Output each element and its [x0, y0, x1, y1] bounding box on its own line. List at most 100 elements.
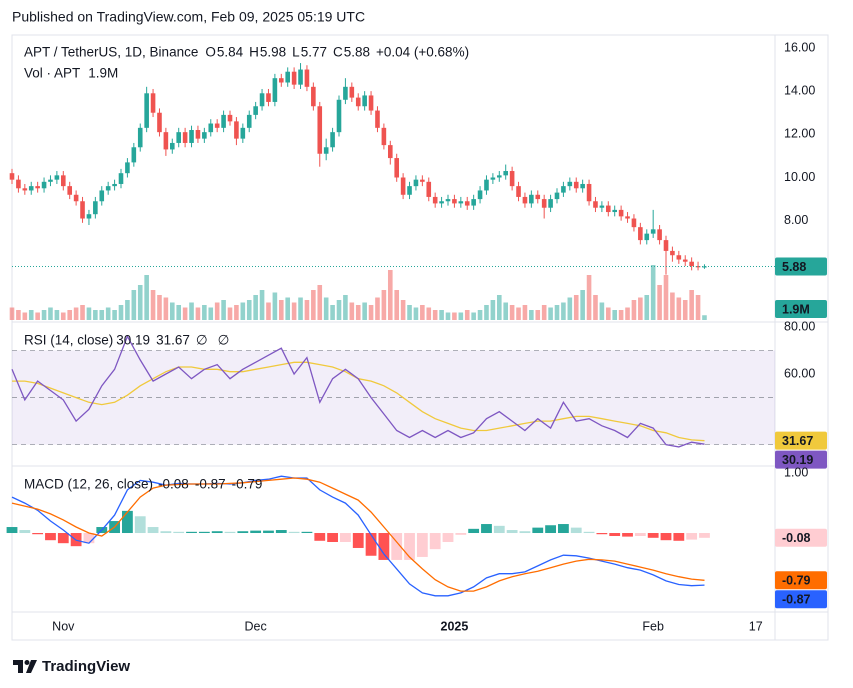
x-tick-label: Feb [642, 619, 664, 633]
volume-bar [240, 302, 246, 320]
candle-body [439, 201, 444, 204]
volume-bar [291, 302, 297, 320]
macd-histogram-bar [647, 533, 659, 538]
volume-bar [682, 300, 688, 320]
candle-body [22, 188, 28, 191]
symbol-title: APT / TetherUS, 1D, Binance [24, 45, 198, 60]
volume-bar [246, 300, 252, 320]
macd-histogram-bar [224, 531, 236, 534]
candle-body [253, 106, 258, 115]
volume-bar [137, 285, 143, 320]
macd-histogram-bar [519, 531, 531, 534]
macd-histogram-bar [442, 533, 454, 542]
volume-bar [586, 275, 592, 320]
candle-body [266, 93, 271, 102]
volume-bar [375, 297, 380, 320]
candle-body [118, 173, 124, 184]
candle-body [599, 205, 605, 208]
volume-bar [426, 307, 432, 320]
volume-bar [125, 300, 130, 320]
candle-body [54, 175, 60, 180]
candle-body [125, 162, 130, 174]
rsi-extra: ∅ [218, 333, 230, 348]
rsi-tag: 30.19 [782, 453, 813, 467]
volume-bar [298, 297, 303, 320]
candle-body [426, 181, 432, 197]
volume-tag-bg [775, 300, 827, 318]
macd-histogram-bar [57, 533, 69, 544]
volume-bar [554, 305, 560, 320]
last-price-tag: 5.88 [782, 260, 806, 274]
volume-bar [349, 302, 355, 320]
candle-body [41, 181, 47, 189]
macd-tag-bg [775, 590, 827, 609]
candle-body [394, 158, 400, 178]
volume-bar [35, 312, 40, 320]
candle-body [445, 199, 451, 202]
volume-bar [496, 295, 502, 320]
volume-bar [28, 310, 34, 320]
candle-body [137, 127, 143, 148]
volume-bar [253, 295, 258, 320]
macd-hist-tag-bg [775, 528, 827, 547]
candle-body [490, 177, 496, 180]
volume-bar [16, 310, 21, 320]
candle-body [644, 233, 650, 241]
candle-body [484, 179, 489, 191]
volume-bar [695, 295, 701, 320]
candle-body [638, 227, 643, 241]
volume-bar [67, 310, 73, 320]
candle-body [407, 186, 412, 195]
volume-bar [561, 302, 566, 320]
candle-body [605, 205, 611, 213]
candle-body [112, 183, 117, 187]
ohlc-value: 5.88 [344, 45, 370, 60]
candle-body [657, 229, 662, 241]
volume-bars [9, 265, 707, 320]
macd-histogram-bar [699, 533, 710, 538]
candle-body [689, 261, 694, 267]
chart-frame [11, 34, 829, 641]
macd-tag: -0.79 [782, 574, 811, 588]
volume-bar [452, 312, 457, 320]
volume-bar [541, 305, 547, 320]
x-tick-label: Dec [245, 619, 267, 633]
candle-body [240, 127, 246, 139]
macd-histogram-bar [481, 524, 492, 534]
candle-body [580, 183, 585, 189]
macd-histogram-bar [660, 533, 672, 541]
volume-bar [157, 295, 162, 320]
candle-body [593, 201, 598, 208]
candle-body [509, 171, 515, 187]
volume-bar [105, 307, 111, 320]
macd-histogram-bar [250, 530, 262, 534]
macd-value: -0.87 [195, 477, 226, 492]
y-tick-label: 60.00 [784, 366, 815, 380]
candle-body [202, 132, 207, 139]
volume-bar [266, 302, 271, 320]
candle-body [618, 209, 624, 217]
macd-histogram-bar [237, 531, 249, 534]
candle-body [362, 95, 367, 107]
volume-bar [612, 310, 618, 320]
volume-bar [54, 310, 60, 320]
volume-bar [548, 307, 553, 320]
volume-bar [112, 310, 117, 320]
candle-body [131, 147, 137, 163]
volume-bar [407, 305, 412, 320]
volume-bar [631, 300, 637, 320]
volume-bar [343, 295, 348, 320]
volume-bar [221, 300, 226, 320]
macd-histogram-bar [6, 527, 18, 534]
volume-bar [529, 310, 534, 320]
ohlc-letter: L [292, 45, 300, 60]
volume-bar [144, 275, 149, 320]
candle-body [80, 201, 85, 219]
volume-bar [503, 302, 509, 320]
macd-histogram-bar [429, 533, 441, 550]
candle-body [105, 186, 111, 191]
candle-body [157, 112, 162, 133]
macd-histogram-bar [198, 531, 210, 534]
volume-bar [663, 275, 669, 320]
y-tick-label: 16.00 [784, 40, 815, 54]
